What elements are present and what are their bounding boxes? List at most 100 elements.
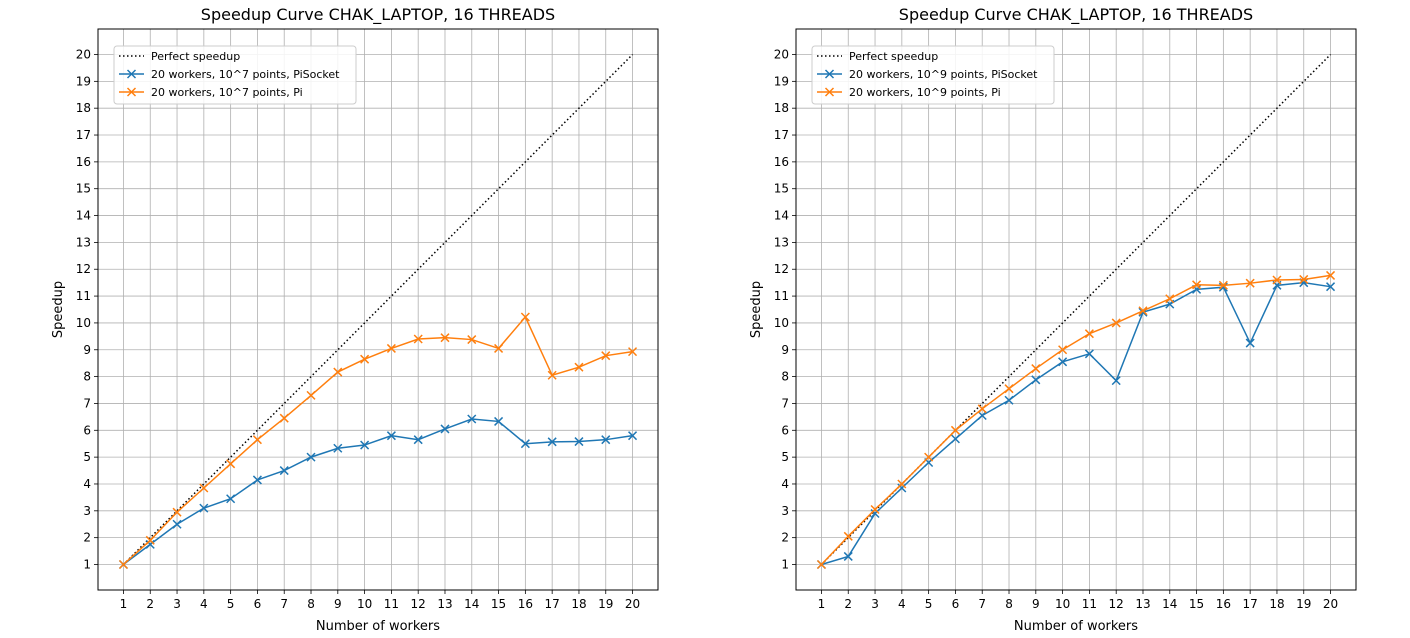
data-point bbox=[870, 504, 880, 515]
y-tick-label: 6 bbox=[781, 423, 789, 437]
data-point bbox=[574, 437, 584, 447]
y-tick-label: 16 bbox=[774, 155, 789, 169]
y-tick-label: 4 bbox=[83, 477, 91, 491]
series-line bbox=[122, 53, 634, 566]
data-point bbox=[1111, 318, 1121, 328]
x-tick-label: 12 bbox=[411, 597, 426, 611]
x-tick-label: 10 bbox=[357, 597, 372, 611]
data-point bbox=[628, 431, 638, 441]
y-tick-label: 7 bbox=[83, 396, 91, 410]
y-tick-label: 17 bbox=[774, 128, 789, 142]
data-point bbox=[279, 413, 289, 423]
x-tick-label: 3 bbox=[871, 597, 879, 611]
data-point bbox=[1299, 274, 1309, 284]
x-tick-label: 2 bbox=[844, 597, 852, 611]
legend-box bbox=[811, 45, 1055, 105]
y-tick-label: 11 bbox=[774, 289, 789, 303]
legend-label: 20 workers, 10^7 points, Pi bbox=[151, 86, 303, 99]
data-point bbox=[1138, 306, 1148, 316]
x-tick-label: 13 bbox=[1135, 597, 1150, 611]
chart-title: Speedup Curve CHAK_LAPTOP, 16 THREADS bbox=[201, 5, 555, 25]
x-tick-label: 16 bbox=[518, 597, 533, 611]
x-tick-label: 20 bbox=[625, 597, 640, 611]
x-tick-label: 17 bbox=[545, 597, 560, 611]
x-tick-label: 8 bbox=[1005, 597, 1013, 611]
data-point bbox=[628, 347, 638, 357]
series-line bbox=[122, 315, 633, 566]
y-tick-label: 10 bbox=[774, 316, 789, 330]
x-tick-label: 4 bbox=[898, 597, 906, 611]
data-point bbox=[172, 519, 182, 529]
data-point bbox=[467, 335, 477, 345]
series-line bbox=[122, 418, 633, 566]
data-point bbox=[843, 551, 853, 561]
x-tick-label: 14 bbox=[464, 597, 479, 611]
x-tick-label: 1 bbox=[120, 597, 128, 611]
y-tick-label: 3 bbox=[83, 504, 91, 518]
x-tick-label: 19 bbox=[598, 597, 613, 611]
data-point bbox=[1272, 275, 1282, 285]
data-point bbox=[977, 410, 987, 421]
data-point bbox=[172, 507, 182, 517]
y-tick-label: 15 bbox=[774, 182, 789, 196]
data-point bbox=[520, 439, 530, 449]
x-tick-label: 5 bbox=[925, 597, 933, 611]
data-point bbox=[601, 351, 611, 361]
legend-label: 20 workers, 10^9 points, Pi bbox=[849, 86, 1001, 99]
y-tick-label: 7 bbox=[781, 396, 789, 410]
data-point bbox=[897, 483, 907, 493]
data-point bbox=[1004, 384, 1014, 394]
x-tick-label: 13 bbox=[437, 597, 452, 611]
x-axis-label: Number of workers bbox=[1014, 619, 1138, 634]
y-tick-label: 3 bbox=[781, 504, 789, 518]
data-point bbox=[440, 424, 450, 434]
y-tick-label: 10 bbox=[76, 316, 91, 330]
y-tick-label: 2 bbox=[781, 531, 789, 545]
data-point bbox=[118, 559, 128, 570]
y-tick-label: 19 bbox=[774, 74, 789, 88]
data-point bbox=[1245, 338, 1255, 348]
y-tick-label: 11 bbox=[76, 289, 91, 303]
y-tick-label: 13 bbox=[76, 235, 91, 249]
data-point bbox=[1326, 282, 1336, 292]
x-tick-label: 8 bbox=[307, 597, 315, 611]
x-tick-label: 20 bbox=[1323, 597, 1338, 611]
data-point bbox=[199, 503, 209, 513]
y-tick-label: 8 bbox=[781, 370, 789, 384]
y-tick-label: 20 bbox=[774, 48, 789, 62]
data-point bbox=[494, 416, 504, 426]
data-point bbox=[1165, 294, 1175, 304]
data-point bbox=[601, 435, 611, 445]
x-tick-label: 4 bbox=[200, 597, 208, 611]
data-point bbox=[520, 312, 530, 322]
x-tick-label: 11 bbox=[384, 597, 399, 611]
plot-frame bbox=[97, 28, 659, 591]
data-point bbox=[977, 404, 987, 414]
data-point bbox=[897, 479, 907, 489]
y-tick-label: 16 bbox=[76, 155, 91, 169]
data-point bbox=[1004, 395, 1014, 405]
data-point bbox=[306, 390, 316, 400]
series-line bbox=[820, 274, 1331, 566]
data-point bbox=[333, 367, 343, 377]
data-point bbox=[870, 508, 880, 519]
y-tick-label: 14 bbox=[774, 209, 789, 223]
series-2 bbox=[118, 414, 638, 570]
series-3 bbox=[816, 270, 1336, 570]
data-point bbox=[252, 435, 262, 445]
data-point bbox=[252, 475, 262, 485]
data-point bbox=[1245, 278, 1255, 288]
data-point bbox=[1058, 345, 1068, 355]
x-tick-label: 6 bbox=[254, 597, 262, 611]
x-tick-label: 14 bbox=[1162, 597, 1177, 611]
y-tick-label: 6 bbox=[83, 423, 91, 437]
data-point bbox=[1192, 280, 1202, 290]
chart-1: 1 2 3 4 5 6 7 8 9 10 11 12 13 14 15 16 17 18 19 20123456789… bbox=[51, 5, 659, 634]
y-tick-label: 5 bbox=[781, 450, 789, 464]
y-tick-label: 13 bbox=[774, 235, 789, 249]
y-tick-label: 5 bbox=[83, 450, 91, 464]
x-tick-label: 16 bbox=[1216, 597, 1231, 611]
data-point bbox=[145, 539, 155, 549]
y-tick-label: 15 bbox=[76, 182, 91, 196]
